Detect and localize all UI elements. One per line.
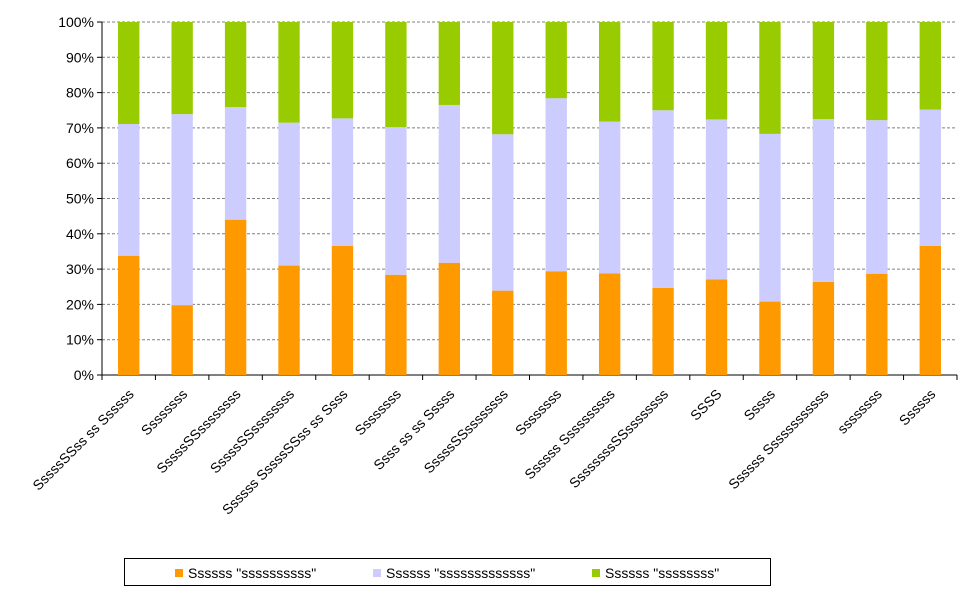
x-tick-label: Ssssssss: [512, 386, 565, 439]
bar-segment-series-1: [492, 290, 514, 375]
bar-segment-series-3: [385, 22, 407, 128]
bar-segment-series-1: [171, 305, 193, 375]
bar-segment-series-1: [812, 281, 835, 375]
legend-label-series-1: Ssssss "ssssssssss": [188, 565, 317, 581]
bar-segment-series-1: [545, 271, 567, 375]
bar-segment-series-1: [438, 262, 461, 375]
legend-label-series-2: Ssssss "sssssssssssss": [386, 565, 536, 581]
bar-segment-series-3: [705, 22, 728, 120]
y-tick-label: 100%: [58, 14, 94, 30]
x-tick-label: SssssSSss ss Ssssss: [29, 386, 137, 494]
bar-segment-series-2: [492, 134, 514, 291]
bar-segment-series-1: [331, 245, 354, 375]
legend-item-series-3: Ssssss "ssssssss": [592, 565, 719, 581]
x-tick-label: ssssssss: [834, 386, 885, 437]
bar-segment-series-3: [331, 22, 354, 119]
y-tick-label: 20%: [66, 296, 94, 312]
y-tick-label: 70%: [66, 120, 94, 136]
bar-segment-series-1: [866, 273, 888, 375]
bar-segment-series-3: [652, 22, 674, 111]
bar-segment-series-1: [278, 265, 300, 375]
bar-segment-series-3: [545, 22, 567, 99]
legend-item-series-2: Ssssss "sssssssssssss": [373, 565, 535, 581]
legend-swatch-series-1: [175, 569, 183, 577]
x-tick-label: SSSS: [687, 386, 725, 424]
bar-segment-series-2: [919, 109, 941, 246]
bar-segment-series-2: [278, 122, 300, 266]
bar-segment-series-3: [866, 22, 888, 121]
bar-segment-series-3: [171, 22, 193, 115]
bar-segment-series-3: [492, 22, 514, 135]
y-tick-label: 10%: [66, 332, 94, 348]
x-tick-label: Sssss: [740, 386, 778, 424]
bar-segment-series-2: [331, 118, 354, 246]
legend-label-series-3: Ssssss "ssssssss": [605, 565, 720, 581]
bar-segment-series-3: [598, 22, 621, 122]
legend: Ssssss "ssssssssss" Ssssss "ssssssssssss…: [124, 558, 771, 586]
bar-segment-series-3: [438, 22, 461, 105]
x-tick-label: Ssssssss: [138, 386, 191, 439]
x-tick-label: Ssssss: [896, 386, 939, 429]
x-tick-label: Ssssss Ssssssssss: [521, 386, 618, 483]
x-tick-label: SsssssssSSssssssss: [566, 386, 671, 491]
legend-item-series-1: Ssssss "ssssssssss": [175, 565, 316, 581]
bar-segment-series-1: [705, 279, 728, 375]
bar-segment-series-3: [759, 22, 781, 134]
bar-segment-series-1: [118, 255, 140, 375]
legend-swatch-series-3: [592, 569, 600, 577]
legend-swatch-series-2: [373, 569, 381, 577]
y-tick-label: 80%: [66, 85, 94, 101]
bar-segment-series-2: [598, 121, 621, 274]
y-tick-label: 60%: [66, 155, 94, 171]
bar-segment-series-2: [118, 124, 140, 256]
bar-segment-series-2: [438, 104, 461, 263]
bar-segment-series-3: [812, 22, 835, 120]
bar-segment-series-3: [278, 22, 300, 123]
bar-segment-series-3: [224, 22, 247, 108]
bar-segment-series-2: [812, 119, 835, 282]
x-tick-label: Ssssssss: [351, 386, 404, 439]
y-tick-label: 50%: [66, 191, 94, 207]
y-tick-label: 30%: [66, 261, 94, 277]
bar-segment-series-1: [759, 301, 781, 375]
bar-segment-series-2: [224, 107, 247, 220]
bar-segment-series-2: [652, 110, 674, 288]
bar-segment-series-2: [759, 133, 781, 302]
bar-segment-series-2: [866, 120, 888, 274]
bar-segment-series-2: [545, 98, 567, 272]
bar-segment-series-2: [705, 119, 728, 280]
y-tick-label: 90%: [66, 49, 94, 65]
y-tick-label: 0%: [74, 367, 94, 383]
bar-segment-series-1: [652, 287, 674, 375]
y-tick-label: 40%: [66, 226, 94, 242]
bar-segment-series-1: [919, 245, 941, 375]
bar-segment-series-1: [224, 219, 247, 375]
bar-segment-series-1: [385, 274, 407, 375]
stacked-bar-chart: 0%10%20%30%40%50%60%70%80%90%100%SssssSS…: [29, 14, 958, 518]
bar-segment-series-3: [118, 22, 140, 125]
x-tick-label: Ssssss Ssssssssssss: [725, 386, 831, 492]
bar-segment-series-2: [171, 114, 193, 306]
bar-segment-series-2: [385, 127, 407, 275]
bar-segment-series-3: [919, 22, 941, 110]
bar-segment-series-1: [598, 273, 621, 375]
